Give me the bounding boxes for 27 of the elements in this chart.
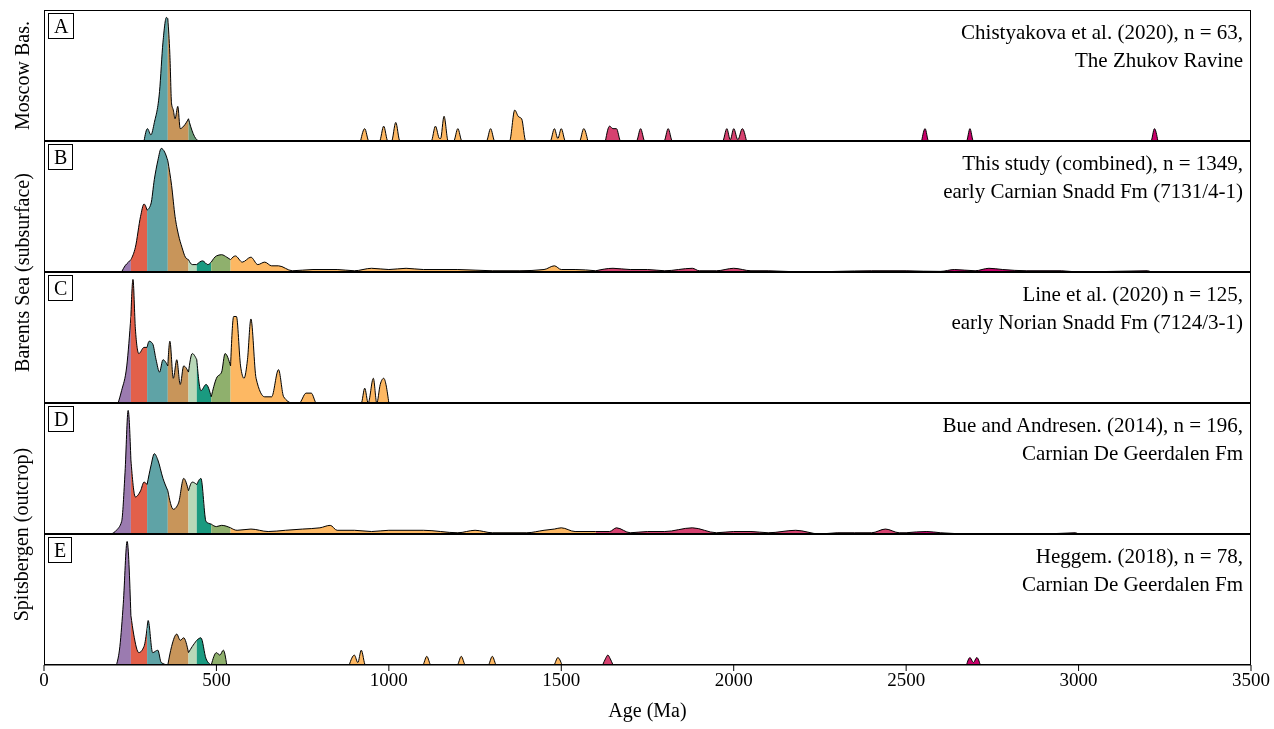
- annotation: Heggem. (2018), n = 78,: [1034, 543, 1243, 570]
- x-tick-label: 0: [39, 669, 49, 691]
- x-tick-label: 1000: [369, 669, 408, 691]
- annotation: Carnian De Geerdalen Fm: [1021, 571, 1243, 598]
- y-axis-title: Spitsbergen (outcrop): [10, 447, 34, 621]
- annotation: Carnian De Geerdalen Fm: [1021, 440, 1243, 467]
- annotation: B: [48, 144, 74, 170]
- annotation: A: [48, 13, 75, 39]
- annotation: Bue and Andresen. (2014), n = 196,: [942, 412, 1243, 439]
- x-axis-title: Age (Ma): [607, 699, 688, 722]
- y-axis-title: Moscow Bas.: [10, 21, 34, 130]
- x-tick-label: 3500: [1232, 669, 1270, 691]
- annotation: Chistyakova et al. (2020), n = 63,: [961, 19, 1243, 46]
- x-tick-label: 2500: [887, 669, 926, 691]
- annotation: D: [48, 406, 75, 432]
- annotation: early Norian Snadd Fm (7124/3-1): [951, 309, 1243, 336]
- annotation: This study (combined), n = 1349,: [961, 150, 1243, 177]
- x-tick-label: 3000: [1059, 669, 1098, 691]
- x-tick-label: 500: [202, 669, 231, 691]
- annotation: Line et al. (2020) n = 125,: [1021, 281, 1243, 308]
- x-tick-label: 1500: [542, 669, 581, 691]
- annotation: C: [48, 275, 74, 301]
- y-axis-title: Barents Sea (subsurface): [10, 172, 34, 372]
- annotation: The Zhukov Ravine: [1074, 47, 1243, 74]
- annotation: E: [48, 537, 73, 563]
- x-tick-label: 2000: [714, 669, 753, 691]
- annotation: early Carnian Snadd Fm (7131/4-1): [943, 178, 1243, 205]
